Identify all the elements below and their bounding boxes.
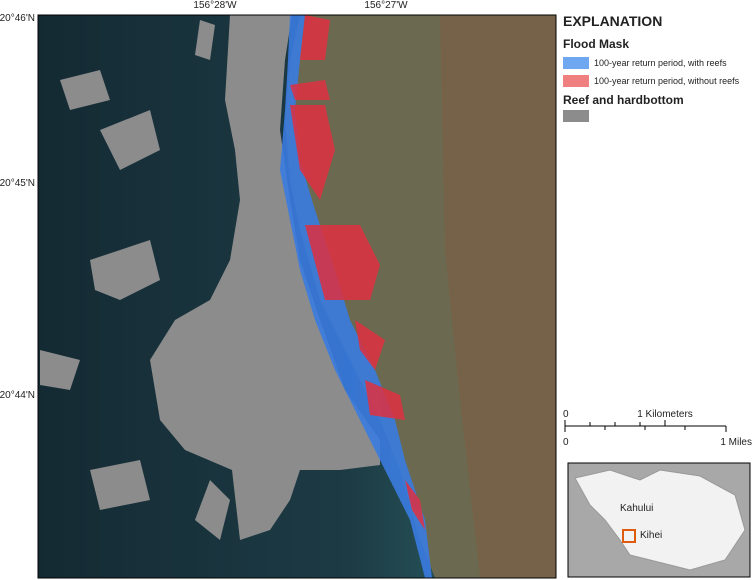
- inset-label: Kihei: [640, 530, 662, 541]
- scale-label: 1 Miles: [720, 437, 752, 448]
- flood-without-reefs: [290, 15, 425, 530]
- legend-title: EXPLANATION: [563, 13, 662, 29]
- legend-swatch: [563, 110, 589, 122]
- lat-label: 20°45'N: [0, 178, 35, 189]
- inset-map: Kahului Kihei: [567, 462, 751, 578]
- scale-label: 0: [563, 409, 569, 420]
- legend-label: 100-year return period, with reefs: [594, 58, 727, 68]
- legend-heading: Flood Mask: [563, 37, 629, 51]
- legend-label: 100-year return period, without reefs: [594, 76, 740, 86]
- uplands: [440, 15, 556, 578]
- scale-label: 1 Kilometers: [637, 409, 693, 420]
- legend-swatch: [563, 75, 589, 87]
- scale-label: 0: [563, 437, 569, 448]
- lat-label: 20°46'N: [0, 13, 35, 24]
- legend: EXPLANATION Flood Mask 100-year return p…: [563, 13, 740, 122]
- flood-with-reefs: [280, 15, 432, 578]
- lon-label: 156°27'W: [364, 0, 408, 11]
- inset-label: Kahului: [620, 503, 653, 514]
- scale-bar: [564, 420, 727, 432]
- map-frame: [37, 14, 557, 579]
- lon-label: 156°28'W: [193, 0, 237, 11]
- lat-label: 20°44'N: [0, 390, 35, 401]
- legend-heading: Reef and hardbottom: [563, 93, 684, 107]
- reef-polygons: [40, 15, 380, 540]
- legend-swatch: [563, 57, 589, 69]
- map: 156°28'W 156°27'W 20°46'N 20°45'N 20°44'…: [0, 0, 557, 579]
